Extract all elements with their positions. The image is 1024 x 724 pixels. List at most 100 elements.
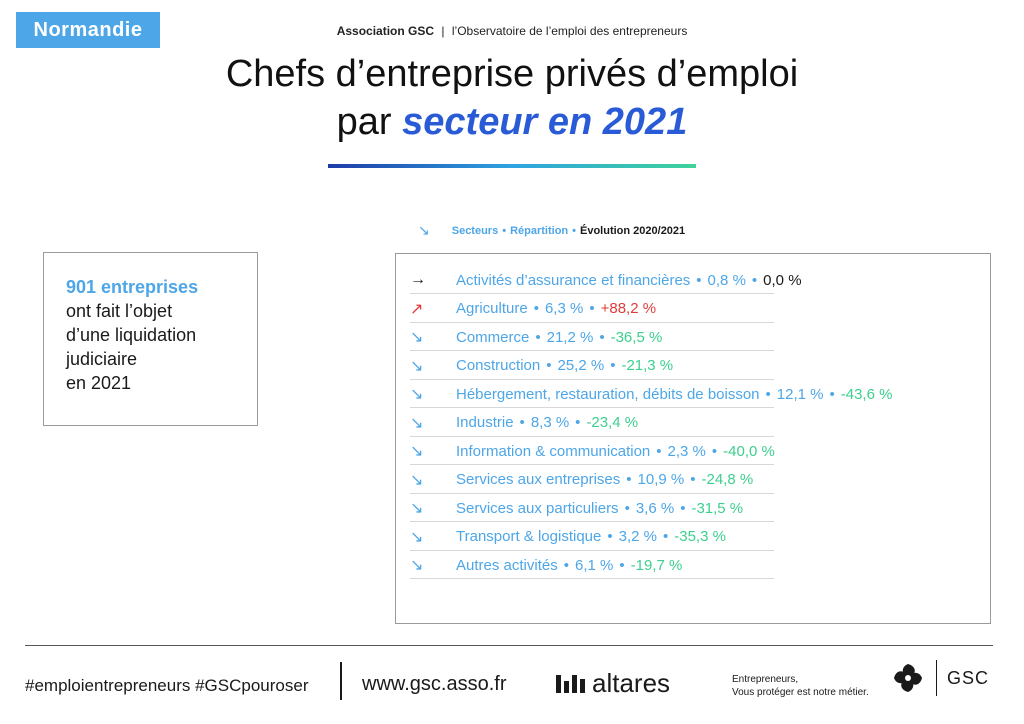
arrow-down-right-icon: ↘ <box>410 471 424 489</box>
row-divider <box>410 521 774 522</box>
separator-dot: • <box>619 556 625 574</box>
separator-dot: • <box>607 528 613 545</box>
row-divider <box>410 293 774 294</box>
row-divider <box>410 321 774 323</box>
separator-dot: • <box>690 471 696 488</box>
legend-dot: • <box>572 224 576 237</box>
sector-row: ↗ Agriculture • 6,3 % • +88,2 % <box>410 295 774 323</box>
info-line-4: en 2021 <box>66 373 132 393</box>
info-box: 901 entreprises ont fait l’objet d’une l… <box>43 252 258 426</box>
info-line-1: ont fait l’objet <box>66 301 173 321</box>
row-divider <box>410 464 774 465</box>
sector-name: Services aux entreprises <box>456 471 621 488</box>
sector-share: 6,3 % <box>544 300 584 317</box>
arrow-right-icon: → <box>410 271 426 288</box>
title-accent: secteur en 2021 <box>402 101 688 143</box>
sector-name: Industrie <box>456 414 514 431</box>
sector-evolution: +88,2 % <box>600 300 657 317</box>
header-subtitle: l’Observatoire de l’emploi des entrepren… <box>451 24 688 38</box>
header-separator: | <box>441 24 445 38</box>
row-divider <box>410 492 774 494</box>
sector-name: Construction <box>456 357 541 374</box>
separator-dot: • <box>575 414 581 431</box>
arrow-down-right-icon: ↘ <box>410 386 424 403</box>
liquidation-count: 901 entreprises <box>66 277 199 297</box>
sector-row: ↘ Autres activités • 6,1 % • -19,7 % <box>410 551 774 579</box>
sector-share: 8,3 % <box>530 414 570 431</box>
header-line: Association GSC | l’Observatoire de l’em… <box>0 24 1024 38</box>
tagline-line-2: Vous protéger est notre métier. <box>732 687 869 698</box>
separator-dot: • <box>662 528 669 545</box>
separator-dot: • <box>610 357 616 374</box>
region-badge: Normandie <box>16 12 160 48</box>
sector-share: 12,1 % <box>776 385 824 403</box>
sector-share: 3,2 % <box>618 528 657 545</box>
sector-evolution: -36,5 % <box>610 328 663 346</box>
info-line-2: d’une liquidation <box>66 325 197 345</box>
legend-evolution: Évolution 2020/2021 <box>580 224 686 237</box>
row-divider <box>410 407 774 408</box>
separator-dot: • <box>563 556 569 574</box>
legend-repartition: Répartition <box>510 224 569 237</box>
footer-tagline: Entrepreneurs, Vous protéger est notre m… <box>732 673 869 699</box>
tagline-line-1: Entrepreneurs, <box>732 674 799 685</box>
sector-row: ↘ Commerce • 21,2 % • -36,5 % <box>410 323 774 351</box>
sector-name: Services aux particuliers <box>456 499 619 517</box>
gsc-logo-separator <box>936 660 937 696</box>
arrow-down-right-icon: ↘ <box>410 414 424 432</box>
legend: ↘ Secteurs • Répartition • Évolution 202… <box>418 222 685 239</box>
arrow-down-right-icon: ↘ <box>410 329 424 346</box>
row-divider <box>410 578 774 579</box>
title-line-1: Chefs d’entreprise privés d’emploi <box>225 53 799 95</box>
sector-evolution: 0,0 % <box>763 271 802 289</box>
separator-dot: • <box>546 357 552 374</box>
sector-share: 6,1 % <box>574 556 614 574</box>
altares-logo: altares <box>556 668 670 699</box>
sector-evolution: -43,6 % <box>840 385 893 403</box>
footer-divider <box>25 645 993 646</box>
arrow-down-right-icon: ↘ <box>410 557 424 574</box>
sector-evolution: -24,8 % <box>701 471 754 488</box>
sector-evolution: -23,4 % <box>586 414 639 431</box>
separator-dot: • <box>765 385 771 403</box>
legend-secteurs: Secteurs <box>451 224 499 237</box>
sector-evolution: -31,5 % <box>691 499 744 517</box>
footer-url[interactable]: www.gsc.asso.fr <box>362 673 507 695</box>
separator-dot: • <box>751 271 758 289</box>
separator-dot: • <box>589 300 595 317</box>
sector-name: Activités d’assurance et financières <box>456 271 691 289</box>
title-line-2-prefix: par <box>336 101 392 143</box>
sector-name: Autres activités <box>456 556 558 574</box>
sector-row: ↘ Information & communication • 2,3 % • -40,0… <box>410 437 775 465</box>
sector-share: 2,3 % <box>667 442 706 460</box>
footer-hashtags: #emploientrepreneurs #GSCpouroser <box>25 676 309 695</box>
arrow-down-right-icon: ↘ <box>410 528 424 546</box>
sector-row: ↘ Construction • 25,2 % • -21,3 % <box>410 352 774 380</box>
row-divider <box>410 549 774 551</box>
sector-row: ↘ Hébergement, restauration, débits de bo… <box>410 380 892 408</box>
altares-mark-icon <box>556 674 588 693</box>
row-divider <box>410 435 774 437</box>
footer-separator <box>340 662 342 700</box>
sector-row: ↘ Services aux particuliers • 3,6 % • -31,5 % <box>410 494 774 522</box>
altares-wordmark: altares <box>592 668 671 698</box>
sector-share: 10,9 % <box>637 471 685 488</box>
sector-row: ↘ Transport & logistique • 3,2 % • -35,3 % <box>410 523 774 551</box>
gsc-wordmark: GSC <box>947 667 990 688</box>
sector-row: ↘ Services aux entreprises • 10,9 % • -24,8 % <box>410 466 774 494</box>
legend-dot: • <box>502 224 507 237</box>
sector-evolution: -40,0 % <box>723 442 775 460</box>
title-line-2: par secteur en 2021 <box>0 98 1024 146</box>
arrow-down-right-icon: ↘ <box>410 357 424 375</box>
separator-dot: • <box>696 271 702 289</box>
separator-dot: • <box>535 328 541 346</box>
arrow-down-right-icon: ↘ <box>410 443 424 460</box>
sector-share: 21,2 % <box>546 328 594 346</box>
separator-dot: • <box>624 499 630 517</box>
info-line-3: judiciaire <box>66 349 138 369</box>
gsc-swirl-icon <box>894 664 922 692</box>
page-title: Chefs d’entreprise privés d’emploi par s… <box>0 50 1024 146</box>
org-name: Association GSC <box>336 24 435 38</box>
arrow-down-right-icon: ↘ <box>410 500 424 517</box>
sector-evolution: -19,7 % <box>630 556 683 574</box>
